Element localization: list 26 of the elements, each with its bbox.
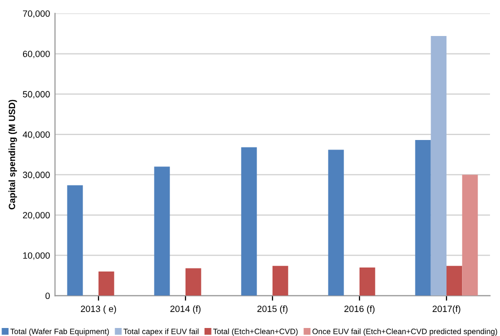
y-axis-title: Capital spending (M USD) [8, 100, 17, 210]
bar [328, 150, 344, 296]
bar [446, 266, 462, 296]
bar [415, 140, 431, 296]
y-tick-label: 10,000 [23, 252, 50, 260]
y-tick-label: 20,000 [22, 212, 50, 220]
bar [98, 271, 114, 296]
bar [241, 147, 257, 296]
bar [67, 185, 83, 296]
x-tick-label: 2015 (f) [257, 305, 288, 314]
bar [186, 268, 202, 296]
y-tick-label: 0 [45, 292, 50, 300]
bar [462, 174, 478, 296]
x-tick-label: 2016 (f) [344, 305, 374, 314]
x-tick-label: 2013 ( e) [80, 305, 116, 314]
x-tick-label: 2014 (f) [170, 305, 200, 314]
bar [272, 266, 288, 296]
bar [154, 166, 170, 296]
bar [360, 267, 376, 296]
x-tick-label: 2017(f) [432, 305, 460, 314]
y-tick-label: 50,000 [22, 91, 50, 99]
bar [430, 36, 446, 296]
y-tick-label: 60,000 [22, 50, 50, 58]
y-tick-label: 30,000 [22, 172, 50, 180]
y-tick-label: 70,000 [22, 10, 50, 18]
y-tick-label: 40,000 [22, 131, 50, 139]
